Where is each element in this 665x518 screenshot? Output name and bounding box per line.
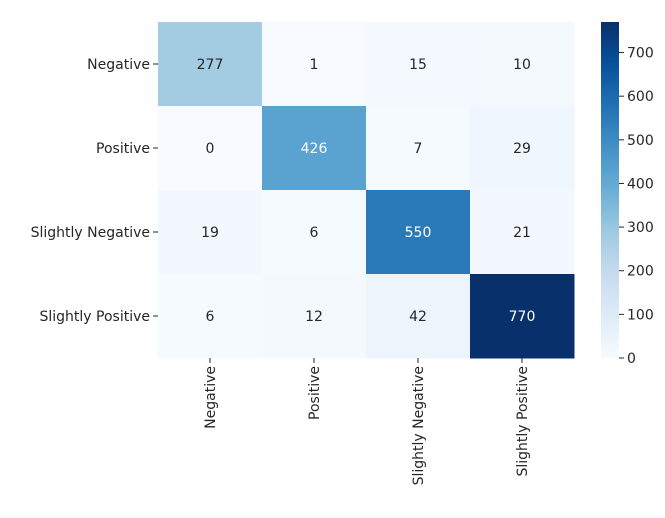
heatmap-cell-positive-positive [262,106,367,191]
heatmap-cell-slightly-positive-positive [262,274,367,359]
column-label-positive: Positive [307,366,323,420]
colorbar-tick-label: 600 [627,89,654,105]
colorbar-tick-label: 300 [627,220,654,236]
column-labels: Negative Positive Slightly Negative Slightl… [203,358,531,485]
heatmap-cells: 277 1 15 10 0 426 7 29 19 6 550 21 6 12 42 770 [158,22,575,359]
heatmap-cell-positive-slightly-negative [366,106,471,191]
cell-value-label: 10 [513,57,531,73]
colorbar-tick-label: 200 [627,264,654,280]
heatmap-cell-negative-negative [158,22,263,107]
row-labels: Negative Positive Slightly Negative Slightl… [31,57,158,325]
cell-value-label: 770 [509,309,536,325]
cell-value-label: 6 [310,225,319,241]
cell-value-label: 19 [201,225,219,241]
cell-value-label: 12 [305,309,323,325]
heatmap-cell-negative-positive [262,22,367,107]
heatmap-cell-negative-slightly-positive [470,22,575,107]
row-label-negative: Negative [87,57,150,73]
cell-value-label: 42 [409,309,427,325]
heatmap-cell-positive-slightly-positive [470,106,575,191]
column-label-negative: Negative [203,366,219,429]
cell-value-label: 550 [405,225,432,241]
heatmap-cell-slightly-positive-slightly-positive [470,274,575,359]
colorbar-gradient [601,22,619,358]
heatmap-cell-slightly-positive-negative [158,274,263,359]
colorbar-tick-label: 400 [627,176,654,192]
heatmap-cell-slightly-negative-slightly-positive [470,190,575,275]
cell-value-label: 7 [414,141,423,157]
cell-value-label: 15 [409,57,427,73]
cell-value-label: 1 [310,57,319,73]
colorbar-tick-label: 500 [627,133,654,149]
heatmap-cell-positive-negative [158,106,263,191]
row-label-slightly-negative: Slightly Negative [31,225,150,241]
heatmap-cell-slightly-negative-positive [262,190,367,275]
heatmap-cell-slightly-positive-slightly-negative [366,274,471,359]
cell-value-label: 426 [301,141,328,157]
colorbar-tick-label: 0 [627,351,636,367]
cell-value-label: 6 [206,309,215,325]
row-label-slightly-positive: Slightly Positive [39,309,150,325]
colorbar: 0 100 200 300 400 500 600 700 [601,22,654,367]
column-label-slightly-positive: Slightly Positive [515,366,531,477]
colorbar-tick-label: 700 [627,46,654,62]
heatmap-cell-slightly-negative-slightly-negative [366,190,471,275]
heatmap-cell-negative-slightly-negative [366,22,471,107]
cell-value-label: 0 [206,141,215,157]
colorbar-tick-label: 100 [627,307,654,323]
cell-value-label: 21 [513,225,531,241]
cell-value-label: 277 [197,57,224,73]
heatmap-cell-slightly-negative-negative [158,190,263,275]
cell-value-label: 29 [513,141,531,157]
row-label-positive: Positive [96,141,150,157]
column-label-slightly-negative: Slightly Negative [411,366,427,485]
